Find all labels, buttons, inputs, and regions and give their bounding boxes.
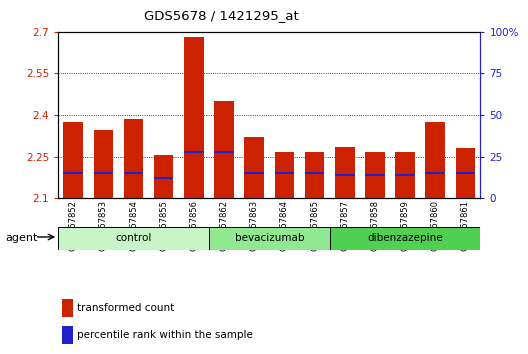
Bar xyxy=(184,150,204,153)
Bar xyxy=(214,101,234,198)
Bar xyxy=(456,172,475,175)
Bar xyxy=(365,174,385,176)
Bar xyxy=(184,38,204,198)
Bar xyxy=(426,122,445,198)
Text: transformed count: transformed count xyxy=(77,303,174,313)
Bar xyxy=(426,172,445,175)
Text: GDS5678 / 1421295_at: GDS5678 / 1421295_at xyxy=(144,9,299,22)
Bar xyxy=(209,227,329,250)
Bar xyxy=(62,326,73,344)
Bar xyxy=(63,122,83,198)
Bar xyxy=(275,172,294,175)
Bar xyxy=(93,172,113,175)
Text: percentile rank within the sample: percentile rank within the sample xyxy=(77,330,253,341)
Bar xyxy=(395,153,415,198)
Bar xyxy=(244,137,264,198)
Text: control: control xyxy=(115,233,152,243)
Bar xyxy=(93,130,113,198)
Bar xyxy=(154,155,174,198)
Bar xyxy=(62,299,73,317)
Bar xyxy=(124,119,143,198)
Bar xyxy=(329,227,480,250)
Text: dibenzazepine: dibenzazepine xyxy=(367,233,443,243)
Bar xyxy=(305,153,324,198)
Bar xyxy=(63,172,83,175)
Bar xyxy=(395,174,415,176)
Bar xyxy=(58,227,209,250)
Bar xyxy=(305,172,324,175)
Bar xyxy=(275,153,294,198)
Bar xyxy=(456,148,475,198)
Text: agent: agent xyxy=(5,233,37,243)
Bar xyxy=(214,150,234,153)
Bar xyxy=(154,177,174,179)
Bar xyxy=(124,172,143,175)
Bar xyxy=(365,153,385,198)
Bar xyxy=(244,172,264,175)
Bar xyxy=(335,174,354,176)
Text: bevacizumab: bevacizumab xyxy=(234,233,304,243)
Bar xyxy=(335,147,354,198)
